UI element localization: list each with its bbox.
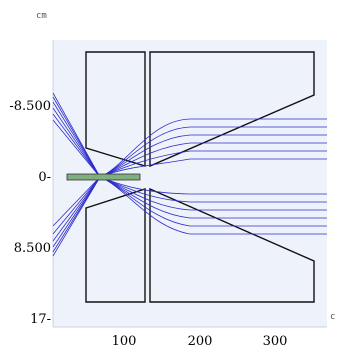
x-unit-label: c <box>330 312 335 322</box>
y-tick-labels: -8.500 0- 8.500 17- <box>9 99 51 327</box>
x-tick-label: 300 <box>263 334 288 349</box>
plot-area <box>53 40 327 327</box>
y-tick-label: -8.500 <box>9 99 51 114</box>
y-tick-label: 8.500 <box>14 241 51 256</box>
lower-left-electrode <box>85 188 146 303</box>
lower-right-electrode <box>149 187 315 303</box>
x-tick-label: 100 <box>112 334 137 349</box>
upper-right-electrode <box>149 51 315 168</box>
x-tick-label: 200 <box>188 334 213 349</box>
x-tick-labels: 100 200 300 <box>112 334 288 349</box>
y-tick-label: 17- <box>30 312 51 327</box>
y-tick-label: 0- <box>38 170 51 185</box>
y-unit-label: cm <box>36 11 47 21</box>
ion-source <box>66 173 141 181</box>
